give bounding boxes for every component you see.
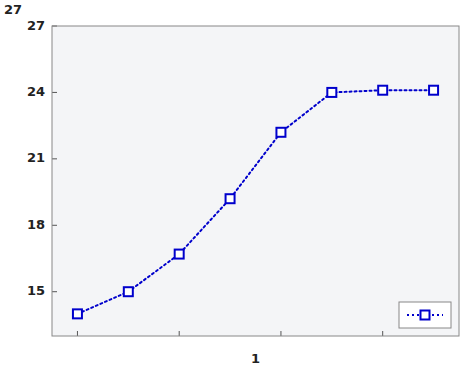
data-point (429, 86, 438, 95)
x-tick (382, 331, 383, 336)
chart: 15 18 21 24 27 1 27 (0, 0, 474, 373)
y-tick-label: 15 (27, 283, 45, 298)
series-line (77, 90, 433, 314)
data-point (327, 88, 336, 97)
data-point (73, 309, 82, 318)
x-tick (179, 331, 180, 336)
plot-frame (52, 26, 459, 336)
y-tick-label: 18 (27, 217, 45, 232)
legend (399, 302, 451, 328)
y-tick-label: 21 (27, 150, 45, 165)
data-point (378, 86, 387, 95)
data-point (124, 287, 133, 296)
data-point (175, 250, 184, 259)
y-tick (52, 158, 57, 159)
y-tick (52, 291, 57, 292)
legend-marker (421, 311, 430, 320)
x-tick (77, 331, 78, 336)
y-tick-label: 24 (27, 84, 45, 99)
plot-area (52, 26, 459, 336)
annotation: 27 (4, 2, 22, 17)
legend-box (399, 302, 451, 328)
data-point (226, 194, 235, 203)
x-axis-label: 1 (251, 351, 260, 366)
series-group (73, 86, 438, 319)
y-tick (52, 225, 57, 226)
data-point (276, 128, 285, 137)
y-tick (52, 92, 57, 93)
y-tick-label: 27 (27, 18, 45, 33)
x-tick (280, 331, 281, 336)
